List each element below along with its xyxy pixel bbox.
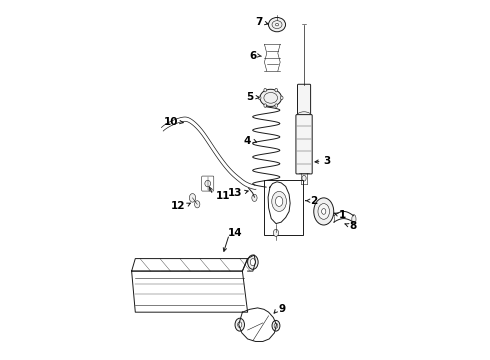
Ellipse shape: [205, 180, 211, 187]
Circle shape: [189, 194, 196, 202]
Circle shape: [302, 175, 306, 181]
Text: 4: 4: [244, 136, 251, 146]
Text: 1: 1: [339, 210, 346, 220]
Circle shape: [275, 104, 277, 107]
FancyBboxPatch shape: [296, 114, 312, 174]
Text: 8: 8: [349, 221, 357, 231]
FancyBboxPatch shape: [297, 84, 311, 117]
Ellipse shape: [352, 215, 356, 224]
Circle shape: [235, 318, 245, 331]
Circle shape: [314, 198, 334, 225]
Text: 14: 14: [228, 228, 243, 238]
Circle shape: [195, 201, 200, 208]
Circle shape: [238, 322, 242, 328]
Circle shape: [280, 96, 283, 100]
Circle shape: [273, 229, 279, 237]
FancyBboxPatch shape: [202, 176, 214, 191]
Ellipse shape: [275, 23, 279, 26]
Text: 6: 6: [249, 51, 257, 61]
Ellipse shape: [264, 93, 277, 103]
Ellipse shape: [297, 112, 311, 120]
Text: 13: 13: [228, 188, 243, 198]
Circle shape: [252, 194, 257, 202]
Text: 12: 12: [171, 201, 185, 211]
Circle shape: [264, 104, 267, 107]
Circle shape: [318, 203, 329, 219]
Text: 11: 11: [216, 191, 230, 201]
Circle shape: [275, 197, 283, 206]
Circle shape: [250, 258, 255, 266]
Circle shape: [258, 96, 261, 100]
Circle shape: [274, 323, 278, 328]
Circle shape: [247, 255, 258, 269]
Circle shape: [272, 192, 287, 211]
Text: 10: 10: [164, 117, 178, 127]
Text: 2: 2: [310, 196, 318, 206]
Text: 7: 7: [255, 17, 263, 27]
Text: 3: 3: [323, 157, 330, 166]
Circle shape: [272, 320, 280, 331]
Ellipse shape: [269, 18, 286, 32]
Bar: [264, 180, 303, 235]
Circle shape: [321, 208, 326, 214]
Text: 5: 5: [246, 92, 253, 102]
Ellipse shape: [260, 89, 281, 107]
Circle shape: [264, 88, 267, 92]
Circle shape: [275, 88, 277, 92]
Ellipse shape: [272, 21, 282, 28]
Text: 9: 9: [279, 304, 286, 314]
